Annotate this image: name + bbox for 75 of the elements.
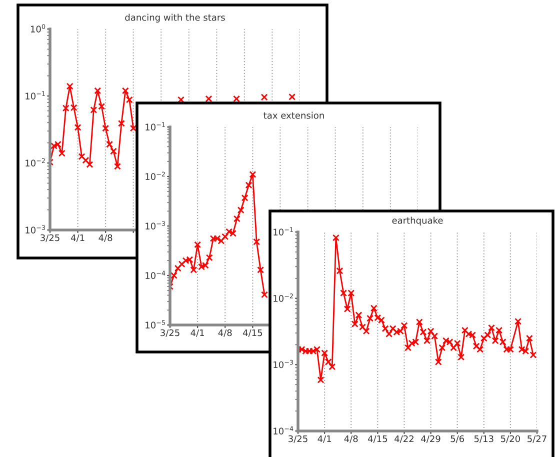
- point: [226, 228, 233, 236]
- point: [122, 87, 129, 94]
- point: [190, 266, 198, 274]
- y-tick-label: 10$^{−1}$: [274, 227, 293, 236]
- point: [126, 96, 133, 104]
- point: [94, 87, 102, 94]
- point: [102, 124, 110, 132]
- point: [182, 257, 190, 264]
- point: [194, 241, 202, 248]
- y-tick-label: 10$^{−2}$: [146, 172, 165, 180]
- point: [198, 263, 205, 270]
- point: [174, 264, 182, 272]
- x-tick-label: 4/8: [98, 234, 112, 242]
- x-tick-label: 4/8: [218, 329, 232, 337]
- point: [257, 266, 264, 274]
- point: [130, 124, 137, 132]
- point: [170, 272, 178, 279]
- point: [78, 153, 86, 160]
- point: [260, 94, 268, 101]
- y-tick-label: 10$^{−4}$: [146, 270, 166, 279]
- point: [249, 170, 256, 178]
- point: [233, 95, 240, 102]
- y-tick-label: 10$^{−4}$: [274, 426, 294, 434]
- x-tick-label: 4/1: [70, 234, 84, 242]
- x-tick-label: 3/25: [40, 234, 60, 242]
- chart-title: tax extension: [264, 112, 324, 119]
- x-tick-label: 5/27: [528, 435, 546, 443]
- x-tick-label: 4/1: [190, 329, 204, 337]
- x-tick-label: 4/15: [242, 329, 262, 337]
- x-tick-label: 5/6: [450, 435, 464, 443]
- point: [253, 238, 260, 246]
- x-tick-label: 4/22: [394, 435, 414, 443]
- point: [205, 95, 212, 102]
- point: [288, 93, 296, 100]
- y-tick-label: 10$^{−1}$: [146, 122, 165, 130]
- y-tick-label: 10$^{−2}$: [274, 294, 293, 302]
- point: [230, 230, 236, 237]
- chart-title: earthquake: [392, 216, 443, 226]
- point: [66, 82, 74, 90]
- y-tick-label: 10$^{−2}$: [26, 158, 45, 166]
- point: [241, 194, 248, 202]
- x-tick-label: 4/1: [318, 435, 331, 443]
- point: [186, 256, 194, 264]
- point: [114, 162, 121, 170]
- y-tick-label: 10$^{−5}$: [146, 320, 165, 328]
- point: [54, 140, 62, 148]
- point: [86, 161, 94, 168]
- x-tick-label: 5/13: [474, 435, 494, 443]
- point: [50, 142, 58, 150]
- point: [261, 291, 268, 298]
- point: [233, 215, 240, 222]
- point: [245, 182, 252, 189]
- x-tick-label: 3/25: [160, 329, 180, 337]
- x-tick-label: 3/25: [288, 435, 308, 443]
- y-tick-label: 10$^{0}$: [30, 24, 46, 32]
- point: [202, 262, 209, 269]
- point: [58, 150, 66, 157]
- point: [178, 260, 186, 268]
- point: [98, 102, 106, 110]
- point: [90, 106, 98, 114]
- point: [206, 254, 213, 262]
- y-tick-label: 10$^{−3}$: [146, 221, 165, 230]
- x-tick-label: 5/20: [501, 435, 520, 443]
- point: [118, 120, 125, 127]
- x-tick-label: 4/29: [421, 435, 440, 443]
- point: [237, 206, 244, 214]
- chart-title: dancing with the stars: [125, 14, 225, 23]
- y-tick-label: 10$^{−3}$: [26, 225, 45, 234]
- point: [74, 124, 82, 131]
- x-tick-label: 4/15: [368, 435, 388, 443]
- point: [106, 140, 113, 148]
- y-tick-label: 10$^{−3}$: [274, 360, 293, 368]
- point: [110, 148, 117, 155]
- y-tick-label: 10$^{−1}$: [26, 91, 45, 100]
- x-tick-label: 4/8: [344, 435, 358, 443]
